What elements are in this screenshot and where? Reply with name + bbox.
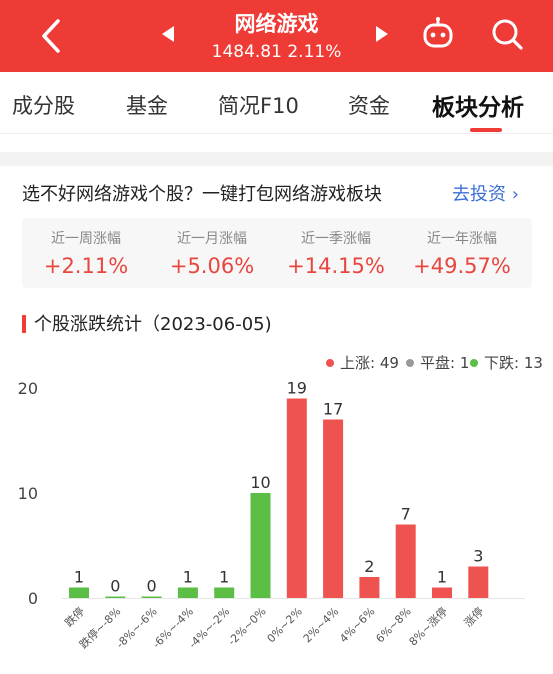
next-sector-icon[interactable] (374, 24, 390, 44)
bar (468, 566, 489, 598)
tab-sector-analysis[interactable]: 板块分析 (432, 95, 524, 121)
bar-value-label: 3 (473, 547, 483, 566)
stat-week-value: +2.11% (43, 254, 129, 278)
bar (323, 419, 344, 598)
tab-funds[interactable]: 基金 (126, 94, 168, 118)
assistant-robot-icon[interactable] (420, 16, 456, 52)
distribution-chart: 010201跌停0跌停~-8%0-8%~-6%1-6%~-4%1-4%~-2%1… (18, 379, 525, 651)
search-icon[interactable] (489, 16, 525, 52)
x-tick-label: 0%~2% (265, 605, 305, 645)
bar-value-label: 7 (401, 505, 411, 524)
section-title: 个股涨跌统计（2023-06-05) (34, 314, 272, 335)
stat-quarter-label: 近一季涨幅 (301, 231, 371, 247)
bar-value-label: 1 (74, 568, 84, 587)
legend-down-label: 下跌: 13 (484, 354, 543, 372)
legend-flat-dot (406, 358, 414, 367)
bar-value-label: 1 (437, 568, 447, 587)
bar-value-label: 1 (183, 568, 193, 587)
legend-down: 下跌: 13 (470, 352, 543, 373)
legend-up-dot (326, 358, 334, 367)
bar (69, 587, 89, 598)
bar (250, 493, 271, 598)
tab-capital[interactable]: 资金 (348, 94, 390, 118)
invest-link[interactable]: 去投资 › (452, 184, 519, 205)
bar (177, 587, 198, 598)
tab-constituents[interactable]: 成分股 (12, 94, 75, 118)
stat-year-label: 近一年涨幅 (427, 231, 497, 247)
back-button[interactable] (36, 14, 66, 58)
bar (432, 587, 452, 598)
y-tick-label: 0 (28, 589, 38, 608)
bar-value-label: 17 (323, 400, 343, 419)
stat-quarter: 近一季涨幅 +14.15% (276, 228, 396, 278)
x-tick-label: 4%~6% (337, 605, 377, 645)
stat-quarter-value: +14.15% (287, 254, 385, 278)
stat-year-value: +49.57% (413, 254, 511, 278)
x-tick-label: 涨停 (461, 604, 486, 629)
legend-down-dot (470, 358, 478, 367)
bar-value-label: 19 (287, 379, 307, 398)
active-tab-indicator (470, 128, 502, 132)
bar (359, 577, 380, 598)
stat-month-value: +5.06% (169, 254, 255, 278)
section-marker (22, 315, 26, 333)
page-title: 网络游戏 (234, 12, 319, 36)
bar-value-label: 1 (219, 568, 229, 587)
legend-up: 上涨: 49 (326, 352, 399, 373)
bar (141, 596, 162, 598)
x-tick-label: 跌停 (62, 604, 87, 629)
bar-value-label: 2 (364, 557, 374, 576)
bar-value-label: 0 (110, 577, 120, 596)
bar-value-label: 10 (250, 473, 270, 492)
bar-value-label: 0 (147, 577, 157, 596)
bar (395, 524, 416, 598)
bar (286, 398, 307, 598)
chevron-left-icon (42, 19, 60, 53)
index-quote: 1484.81 2.11% (211, 42, 342, 62)
prev-sector-icon[interactable] (160, 24, 176, 44)
x-tick-label: -2%~0% (225, 605, 268, 648)
legend-flat: 平盘: 1 (406, 352, 469, 373)
x-tick-label: 8%~涨停 (406, 604, 450, 648)
bar (214, 587, 235, 598)
legend-up-label: 上涨: 49 (340, 354, 399, 372)
stat-week-label: 近一周涨幅 (51, 231, 121, 247)
promo-text: 选不好网络游戏个股？一键打包网络游戏板块 (22, 184, 382, 205)
x-tick-label: 2%~4% (301, 605, 341, 645)
bar (105, 596, 126, 598)
tab-profile[interactable]: 简况F10 (218, 94, 299, 118)
performance-panel: 近一周涨幅 +2.11% 近一月涨幅 +5.06% 近一季涨幅 +14.15% … (22, 218, 532, 288)
stat-month-label: 近一月涨幅 (177, 231, 247, 247)
stat-week: 近一周涨幅 +2.11% (26, 228, 146, 278)
legend-flat-label: 平盘: 1 (420, 354, 470, 372)
stat-year: 近一年涨幅 +49.57% (402, 228, 522, 278)
top-bar: 网络游戏 1484.81 2.11% (0, 0, 553, 72)
tab-bar: 成分股 基金 简况F10 资金 板块分析 (0, 72, 553, 134)
stat-month: 近一月涨幅 +5.06% (152, 228, 272, 278)
y-tick-label: 20 (18, 379, 38, 398)
section-divider (0, 152, 553, 166)
y-tick-label: 10 (18, 484, 38, 503)
